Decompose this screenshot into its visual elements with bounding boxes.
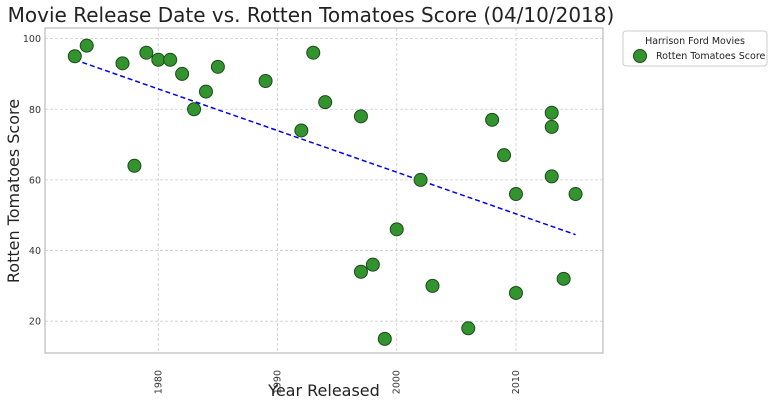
data-point [353, 264, 368, 279]
data-point [353, 109, 368, 124]
data-point [413, 172, 428, 187]
data-point [258, 73, 273, 88]
data-point [175, 66, 190, 81]
data-point [556, 271, 571, 286]
data-point [115, 56, 130, 71]
legend-marker [633, 49, 647, 63]
data-point [210, 59, 225, 74]
y-tick-label: 60 [29, 175, 41, 186]
data-point [544, 169, 559, 184]
data-point [318, 95, 333, 110]
axis-ticks: 1980 1990 2000 2010 20 40 60 80 100 [23, 34, 522, 394]
data-points [67, 38, 583, 346]
data-point [79, 38, 94, 53]
legend: Harrison Ford Movies Rotten Tomatoes Sco… [622, 30, 768, 67]
data-point [139, 45, 154, 60]
legend-title: Harrison Ford Movies [645, 36, 745, 47]
x-tick-label: 1990 [273, 370, 284, 394]
data-point [461, 321, 476, 336]
x-tick-label: 2010 [511, 370, 522, 394]
data-point [198, 84, 213, 99]
y-tick-label: 20 [29, 317, 41, 328]
x-axis-label: Year Released [267, 381, 380, 400]
data-point [127, 158, 142, 173]
data-point [294, 123, 309, 138]
data-point [151, 52, 166, 67]
plot-frame [44, 27, 604, 354]
y-tick-label: 100 [23, 34, 41, 45]
data-point [389, 222, 404, 237]
data-point [497, 148, 512, 163]
x-tick-label: 2000 [392, 370, 403, 394]
data-point [508, 187, 523, 202]
data-point [544, 119, 559, 134]
y-tick-label: 80 [29, 105, 41, 116]
trend-line [74, 59, 576, 236]
data-point [365, 257, 380, 272]
data-point [485, 112, 500, 127]
data-point [163, 52, 178, 67]
data-point [67, 49, 82, 64]
y-axis-label: Rotten Tomatoes Score [4, 99, 23, 283]
x-tick-label: 1980 [153, 370, 164, 394]
data-point [425, 278, 440, 293]
data-point [544, 105, 559, 120]
data-point [187, 102, 202, 117]
data-point [377, 331, 392, 346]
legend-box [622, 30, 768, 67]
data-point [508, 285, 523, 300]
y-tick-label: 40 [29, 246, 41, 257]
data-point [306, 45, 321, 60]
chart-title: Movie Release Date vs. Rotten Tomatoes S… [8, 3, 615, 27]
data-point [568, 187, 583, 202]
legend-entry: Rotten Tomatoes Score [656, 51, 766, 62]
